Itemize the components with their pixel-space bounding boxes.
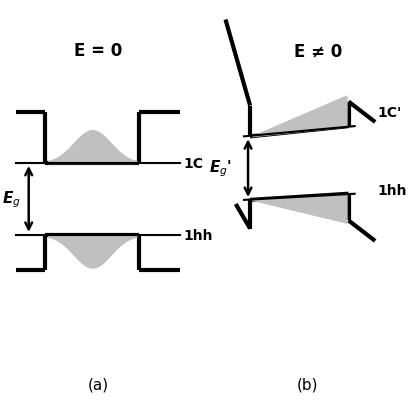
Text: E$_g$: E$_g$	[2, 189, 21, 210]
Text: E ≠ 0: E ≠ 0	[293, 42, 341, 60]
Text: 1hh: 1hh	[183, 228, 212, 242]
Text: (b): (b)	[296, 377, 317, 392]
Text: E$_g$': E$_g$'	[209, 158, 231, 179]
Text: 1C': 1C'	[376, 106, 400, 119]
Text: 1C: 1C	[183, 157, 203, 171]
Text: 1hh: 1hh	[376, 183, 406, 197]
Text: E = 0: E = 0	[74, 42, 122, 60]
Text: (a): (a)	[88, 377, 109, 392]
